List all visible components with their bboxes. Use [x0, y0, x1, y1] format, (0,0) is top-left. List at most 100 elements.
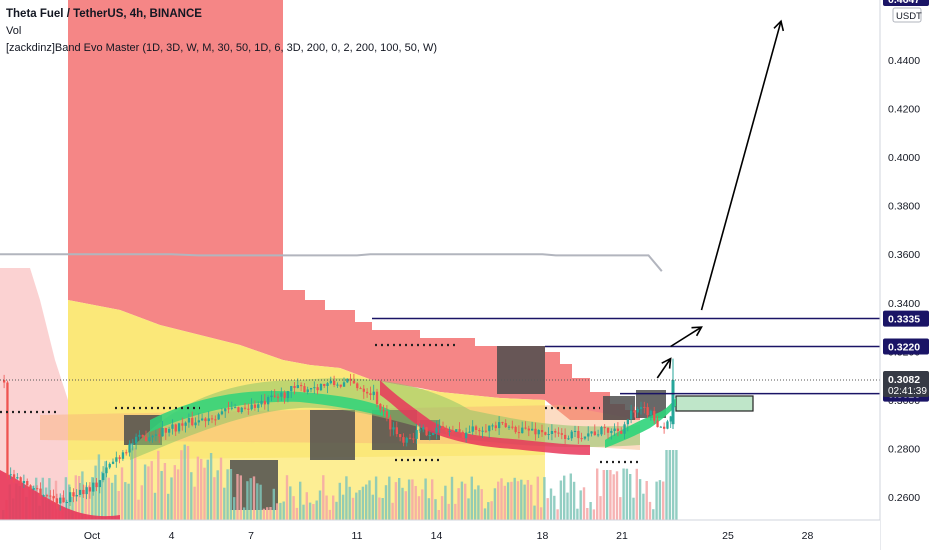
volume-bar: [635, 468, 638, 520]
volume-bar: [315, 500, 318, 520]
volume-bar: [345, 476, 348, 520]
candle-body: [418, 429, 422, 431]
volume-bar: [437, 510, 440, 520]
candle-body: [234, 407, 237, 409]
volume-bar: [563, 475, 566, 520]
candle-body: [9, 474, 12, 476]
candle-body: [253, 404, 257, 408]
candle-body: [573, 431, 577, 432]
level-badge: 0.3335: [888, 314, 920, 326]
candle-body: [135, 436, 138, 444]
candle-body: [237, 407, 240, 412]
projection-arrows: [656, 19, 785, 379]
volume-bar: [87, 485, 91, 520]
volume-bar: [480, 489, 483, 520]
volume-indicator-label[interactable]: Vol: [6, 25, 22, 37]
candle-body: [131, 443, 134, 445]
candle-body: [587, 433, 590, 437]
candle-body: [316, 387, 319, 391]
candle-body: [240, 407, 243, 413]
candle-body: [590, 431, 593, 434]
dark-zone-box: [497, 346, 545, 394]
candle-body: [161, 428, 164, 437]
candle-body: [141, 434, 144, 437]
candle-body: [26, 481, 29, 486]
volume-bar: [652, 509, 655, 520]
candle-body: [577, 431, 580, 439]
candle-body: [606, 427, 610, 433]
candle-body: [333, 380, 336, 385]
candle-body: [300, 385, 303, 387]
candle-body: [366, 391, 369, 394]
level-badge: 0.3220: [888, 342, 920, 354]
candle-body: [303, 386, 306, 392]
candle-body: [296, 385, 299, 388]
volume-bar: [549, 488, 553, 520]
candle-body: [72, 492, 75, 497]
candle-body: [392, 427, 395, 430]
candle-body: [639, 406, 643, 410]
candle-body: [643, 406, 646, 408]
candle-body: [478, 430, 481, 432]
candle-body: [158, 434, 161, 437]
candle-body: [428, 435, 431, 436]
volume-bar: [365, 484, 368, 520]
candle-body: [177, 423, 181, 432]
volume-bar: [183, 444, 186, 520]
candle-body: [154, 434, 158, 436]
volume-bar: [569, 473, 572, 520]
candle-body: [451, 430, 455, 432]
volume-bar: [506, 482, 510, 520]
top-price-badge-bg: [883, 0, 929, 6]
candle-body: [168, 428, 171, 433]
candle-body: [455, 429, 458, 432]
crimson-band-left: [0, 470, 120, 520]
candle-body: [438, 426, 441, 428]
time-tick-label: 4: [169, 530, 175, 542]
candle-body: [474, 426, 478, 430]
countdown-label: 02:41:39: [888, 386, 927, 397]
volume-bar: [556, 509, 559, 520]
candle-body: [425, 427, 428, 436]
candle-body: [547, 434, 550, 435]
time-tick-label: 7: [248, 530, 254, 542]
volume-bar: [176, 469, 180, 520]
volume-bar: [200, 458, 203, 520]
candle-body: [125, 452, 128, 454]
volume-bar: [490, 501, 493, 520]
candle-body: [52, 495, 55, 499]
volume-bar: [358, 490, 361, 520]
candle-body: [468, 431, 471, 433]
volume-bar: [648, 501, 652, 520]
candle-body: [207, 418, 210, 422]
candle-body: [349, 378, 352, 381]
volume-bar: [440, 496, 444, 520]
candle-body: [422, 427, 425, 430]
candle-body: [550, 431, 554, 434]
volume-bar: [434, 499, 437, 520]
price-axis: 0.26000.28000.30000.32000.34000.36000.38…: [879, 0, 932, 550]
volume-bar: [325, 495, 328, 520]
candle-body: [283, 392, 286, 399]
volume-bar: [124, 482, 127, 520]
candle-body: [267, 397, 270, 405]
candle-body: [59, 497, 62, 504]
volume-bar: [615, 471, 619, 520]
candle-body: [488, 425, 491, 432]
volume-bar: [424, 478, 427, 520]
symbol-title[interactable]: Theta Fuel / TetherUS, 4h, BINANCE: [6, 8, 202, 20]
candle-body: [247, 408, 250, 410]
candle-body: [98, 480, 101, 488]
volume-bar: [266, 507, 269, 520]
volume-bar: [213, 477, 216, 520]
volume-bar: [662, 481, 665, 520]
time-tick-label: Oct: [84, 530, 100, 542]
volume-bar: [219, 457, 223, 520]
volume-bar: [272, 488, 275, 520]
candle-body: [191, 418, 194, 426]
band-indicator-label[interactable]: [zackdinz]Band Evo Master (1D, 3D, W, M,…: [6, 42, 438, 54]
candle-body: [326, 383, 329, 386]
candle-body: [600, 427, 603, 435]
